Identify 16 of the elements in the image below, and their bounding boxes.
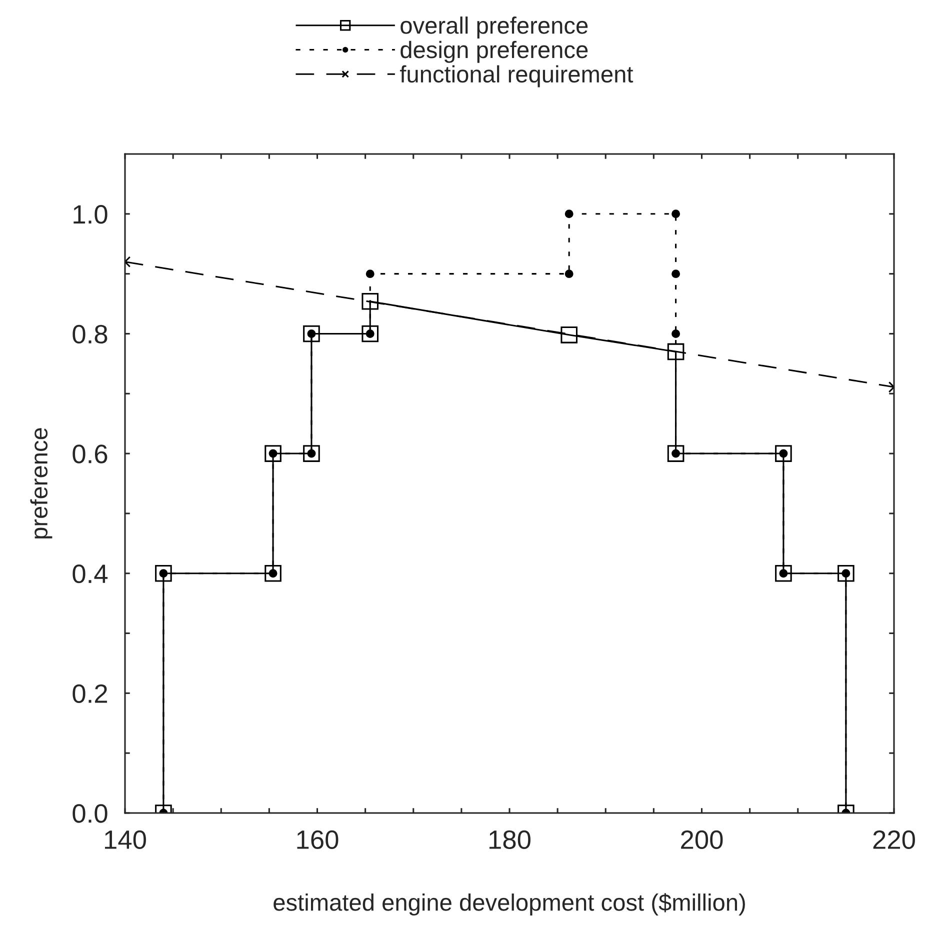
legend-label: design preference xyxy=(400,40,588,63)
x-tick-label: 220 xyxy=(873,830,915,850)
x-axis-title: estimated engine development cost ($million) xyxy=(274,893,745,916)
y-tick-label: 1.0 xyxy=(74,205,108,224)
y-tick-label: 0.4 xyxy=(72,564,108,584)
x-tick-label: 140 xyxy=(105,830,146,850)
x-tick-label: 180 xyxy=(490,830,530,850)
y-axis-title: preference xyxy=(30,428,52,538)
x-tick-label: 200 xyxy=(681,830,723,850)
legend-label: functional requirement xyxy=(400,65,634,88)
x-tick-label: 160 xyxy=(297,830,338,850)
y-tick-label: 0.0 xyxy=(72,804,108,823)
y-tick-label: 0.2 xyxy=(72,684,108,704)
y-tick-label: 0.6 xyxy=(72,444,108,464)
legend-label: overall preference xyxy=(400,16,588,39)
y-tick-label: 0.8 xyxy=(72,324,108,344)
